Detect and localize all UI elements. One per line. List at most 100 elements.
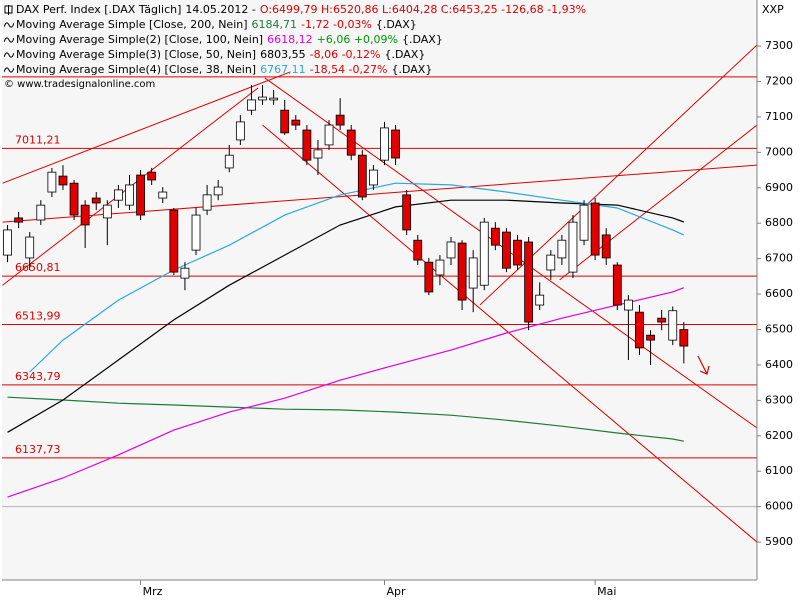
candle-body xyxy=(391,129,400,159)
header-row: DAX Perf. Index [.DAX Täglich] 14.05.201… xyxy=(4,2,590,17)
legend-icon xyxy=(4,36,14,43)
instrument: DAX Perf. Index [.DAX Täglich] xyxy=(16,3,182,16)
candle-body xyxy=(668,310,678,341)
candle-body xyxy=(3,229,12,256)
legend-name: Moving Average Simple(3) [Close, 50, Nei… xyxy=(16,48,257,61)
candle-body xyxy=(102,204,112,219)
legend-change: -8,06 -0,12% xyxy=(309,48,381,61)
candle-body xyxy=(380,127,389,161)
y-tick-label: 7100 xyxy=(765,110,793,123)
candle-body xyxy=(579,204,589,241)
legend-value: 6767,11 xyxy=(260,63,306,76)
candle-body xyxy=(291,119,301,126)
legend-entry: Moving Average Simple(4) [Close, 38, Nei… xyxy=(4,62,590,77)
x-tick-label: Mai xyxy=(597,585,616,598)
candle-body xyxy=(524,241,534,323)
legend-value: 6184,71 xyxy=(251,18,298,31)
candle-body xyxy=(468,257,478,289)
arrow-annotation xyxy=(697,355,710,375)
candle-body xyxy=(513,239,522,266)
trendline xyxy=(2,71,291,184)
legend-change: -1,72 -0,03% xyxy=(301,18,372,31)
candle-body xyxy=(125,184,134,206)
legend-change: -18,54 -0,27% xyxy=(309,63,388,76)
candle-body xyxy=(280,109,290,134)
candle-body xyxy=(91,197,101,204)
candle-body xyxy=(413,239,423,261)
legend-icon-line xyxy=(4,51,14,58)
candle-body xyxy=(158,191,168,199)
candle-body xyxy=(58,175,68,186)
y-tick-label: 6200 xyxy=(765,429,793,442)
candle-body xyxy=(557,239,567,259)
legend-name: Moving Average Simple(2) [Close, 100, Ne… xyxy=(16,33,264,46)
moving-average-line xyxy=(7,199,685,433)
candle-body xyxy=(657,317,667,323)
legend-change: +6,06 +0,09% xyxy=(316,33,398,46)
candle-body xyxy=(424,261,434,293)
candle-body xyxy=(69,182,79,216)
candle-body xyxy=(546,254,556,271)
candle-body xyxy=(435,259,445,276)
trendline xyxy=(264,77,757,429)
candle-body xyxy=(202,194,212,211)
level-label: 6650,81 xyxy=(15,261,61,274)
legend-name: Moving Average Simple [Close, 200, Nein] xyxy=(16,18,248,31)
legend-icon-line xyxy=(4,21,14,28)
legend-icon xyxy=(4,51,14,58)
candle-body xyxy=(169,209,179,273)
quote: O:6499,79 H:6520,86 L:6404,28 C:6453,25 … xyxy=(259,3,587,16)
candle-body xyxy=(302,129,312,161)
candle-body xyxy=(357,154,367,198)
candle-body xyxy=(224,154,234,169)
candle-body xyxy=(313,149,323,159)
candle-body xyxy=(147,171,157,181)
trendline xyxy=(2,164,757,223)
candle-body xyxy=(269,97,279,101)
candle-body xyxy=(335,114,345,126)
candle-body xyxy=(235,121,245,141)
moving-average-line xyxy=(7,287,685,498)
legend-entry: Moving Average Simple(3) [Close, 50, Nei… xyxy=(4,47,590,62)
candle-body xyxy=(479,221,489,286)
y-tick-label: 6600 xyxy=(765,287,793,300)
candle-body xyxy=(402,194,412,231)
candle-body xyxy=(623,299,633,311)
legend-value: 6618,12 xyxy=(267,33,313,46)
legend-value: 6803,55 xyxy=(260,48,306,61)
moving-averages xyxy=(7,182,685,498)
legend-symbol: {.DAX} xyxy=(401,33,443,46)
candle-body xyxy=(535,294,545,306)
candle-body xyxy=(446,241,456,259)
y-tick-label: 6100 xyxy=(765,464,793,477)
candle-body xyxy=(635,311,644,349)
candle-body xyxy=(136,174,145,216)
level-label: 6137,73 xyxy=(15,443,61,456)
trendline xyxy=(262,124,757,543)
instrument-icon xyxy=(4,4,13,15)
candle-body xyxy=(36,204,46,221)
y-tick-label: 6900 xyxy=(765,181,793,194)
y-axis-label: XXP xyxy=(762,3,784,16)
candle-body xyxy=(490,227,500,246)
candle-body xyxy=(14,217,24,223)
candle-body xyxy=(47,171,57,193)
candle-body xyxy=(258,96,267,101)
level-label: 7011,21 xyxy=(15,133,61,146)
legend-icon xyxy=(4,21,14,28)
legend-symbol: {.DAX} xyxy=(391,63,433,76)
candle-body xyxy=(568,221,578,273)
y-tick-label: 6300 xyxy=(765,393,793,406)
candle-body xyxy=(646,334,655,341)
y-tick-label: 7200 xyxy=(765,74,793,87)
moving-average-line xyxy=(7,396,684,442)
level-label: 6343,79 xyxy=(15,370,61,383)
candles xyxy=(3,85,689,365)
header: DAX Perf. Index [.DAX Täglich] 14.05.201… xyxy=(4,2,590,92)
candle-body xyxy=(180,267,190,279)
legend-name: Moving Average Simple(4) [Close, 38, Nei… xyxy=(16,63,257,76)
candle-body xyxy=(601,234,611,259)
moving-average-line xyxy=(29,182,685,373)
